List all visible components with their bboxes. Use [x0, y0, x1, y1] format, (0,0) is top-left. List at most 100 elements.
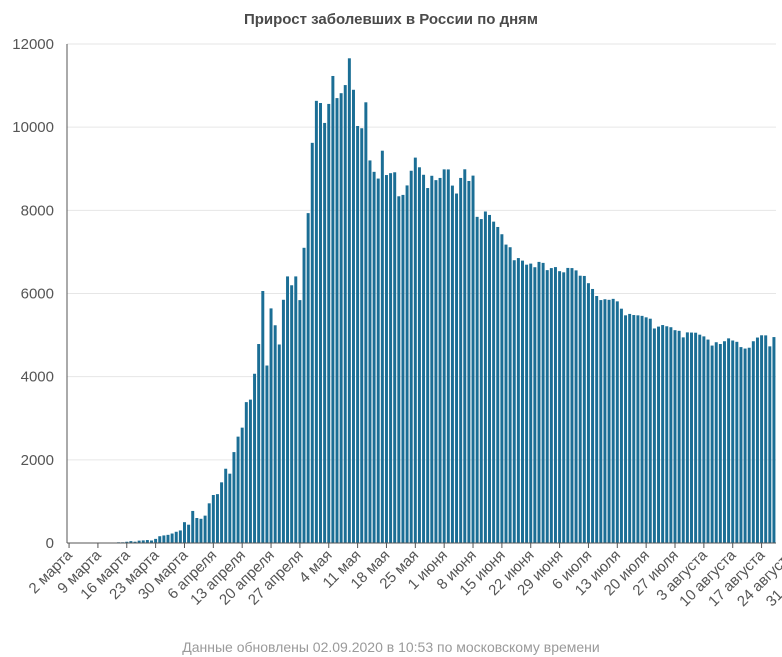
bar: [615, 301, 619, 543]
bar: [459, 177, 463, 543]
bar: [607, 299, 611, 543]
bar: [253, 373, 257, 543]
bar: [673, 330, 677, 543]
bar: [187, 524, 191, 543]
bar: [755, 337, 759, 543]
bar: [397, 196, 401, 543]
bar: [442, 169, 446, 543]
bar: [508, 247, 512, 543]
bar: [347, 58, 351, 544]
bar: [475, 216, 479, 544]
bar: [760, 335, 764, 543]
bar: [335, 98, 339, 543]
bar: [743, 348, 747, 543]
y-axis-ticks: 0 2000 4000 6000 8000 10000 12000: [12, 36, 54, 552]
bar: [327, 103, 331, 544]
bar: [191, 510, 195, 543]
bar: [702, 336, 706, 543]
bar: [294, 276, 298, 543]
bar: [203, 515, 207, 543]
bar: [661, 325, 665, 543]
bar: [751, 341, 755, 543]
bar: [718, 344, 722, 543]
bar: [772, 337, 776, 543]
axes: [66, 44, 776, 544]
bar: [685, 332, 689, 543]
bar: [244, 402, 248, 543]
bar: [430, 175, 434, 543]
bar: [310, 142, 314, 543]
bar: [170, 533, 174, 543]
y-tick-label: 10000: [12, 119, 54, 136]
bar: [306, 213, 310, 543]
bar: [368, 160, 372, 543]
bar: [269, 308, 273, 543]
bar: [722, 341, 726, 543]
bar: [339, 93, 343, 543]
bar: [389, 173, 393, 543]
bar: [467, 180, 471, 544]
bar: [405, 185, 409, 544]
bar: [133, 541, 137, 543]
bar: [586, 283, 590, 543]
bar: [178, 530, 182, 543]
y-tick-label: 4000: [21, 369, 54, 386]
bar: [158, 536, 162, 543]
bar: [129, 541, 133, 543]
y-tick-label: 12000: [12, 36, 54, 53]
bar: [764, 335, 768, 543]
bar: [257, 344, 261, 543]
bar: [360, 128, 364, 543]
bar: [220, 482, 224, 543]
bar: [446, 169, 450, 544]
bar: [125, 541, 129, 543]
bar: [343, 85, 347, 543]
bar: [286, 276, 290, 543]
bar: [727, 338, 731, 543]
bar: [504, 244, 508, 543]
bar: [648, 318, 652, 543]
bar: [236, 436, 240, 543]
bar: [137, 540, 141, 543]
bar: [356, 126, 360, 543]
bar: [290, 285, 294, 543]
bar: [537, 261, 541, 543]
bar: [706, 339, 710, 543]
y-tick-label: 0: [46, 535, 54, 552]
bar: [372, 171, 376, 543]
bar: [545, 270, 549, 543]
bar: [265, 365, 269, 543]
bar: [549, 268, 553, 543]
bar: [450, 185, 454, 543]
bar: [314, 100, 318, 543]
bar: [574, 270, 578, 543]
bar: [323, 122, 327, 544]
bar: [183, 522, 186, 543]
bar: [582, 275, 586, 543]
bar: [739, 347, 743, 543]
bar: [500, 234, 504, 544]
bar: [496, 226, 500, 543]
bar: [455, 193, 459, 543]
y-tick-label: 6000: [21, 286, 54, 303]
bar: [694, 332, 698, 543]
bar: [409, 170, 413, 543]
bar: [384, 175, 388, 543]
bar: [413, 157, 417, 544]
bar: [281, 299, 285, 543]
bar: [207, 503, 211, 543]
bar: [228, 473, 232, 543]
bar: [224, 468, 228, 543]
bar: [652, 328, 656, 543]
bar: [302, 247, 306, 544]
bar: [640, 315, 644, 543]
bar: [364, 102, 368, 544]
bar: [595, 296, 599, 543]
bar: [562, 272, 566, 543]
bar: [240, 427, 244, 543]
bar: [525, 264, 529, 543]
bar: [488, 214, 491, 543]
bar: [166, 534, 170, 543]
bar: [690, 332, 693, 543]
